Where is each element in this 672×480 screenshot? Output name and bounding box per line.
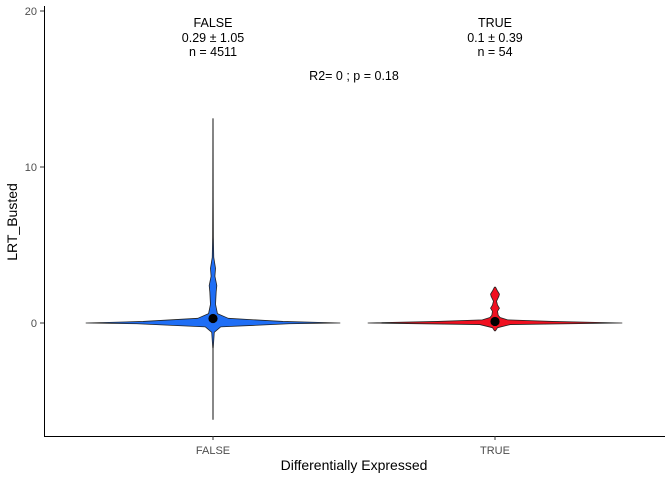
violin-layer bbox=[85, 118, 623, 420]
stat-annotation: R2= 0 ; p = 0.18 bbox=[309, 69, 399, 83]
violin-body-true bbox=[367, 286, 623, 332]
mean-point bbox=[208, 313, 218, 324]
mean-point bbox=[490, 316, 500, 327]
tick-layer: 0 10 20 FALSE TRUE bbox=[25, 6, 510, 457]
group-annotation-line: 0.1 ± 0.39 bbox=[467, 31, 523, 45]
y-tick-label: 20 bbox=[25, 6, 37, 18]
violin-body-false bbox=[85, 118, 341, 349]
group-annotation-line: n = 54 bbox=[477, 45, 512, 59]
x-tick-label: TRUE bbox=[480, 445, 510, 457]
y-tick-label: 10 bbox=[25, 162, 37, 174]
y-axis-title: LRT_Busted bbox=[4, 183, 20, 261]
group-annotation-line: FALSE bbox=[194, 16, 233, 30]
group-annotation-line: 0.29 ± 1.05 bbox=[182, 31, 245, 45]
group-annotation-line: n = 4511 bbox=[189, 45, 237, 59]
x-axis-title: Differentially Expressed bbox=[281, 457, 428, 473]
y-tick-label: 0 bbox=[31, 318, 37, 330]
x-tick-label: FALSE bbox=[196, 445, 230, 457]
group-annotation-line: TRUE bbox=[478, 16, 512, 30]
axes bbox=[44, 6, 665, 437]
